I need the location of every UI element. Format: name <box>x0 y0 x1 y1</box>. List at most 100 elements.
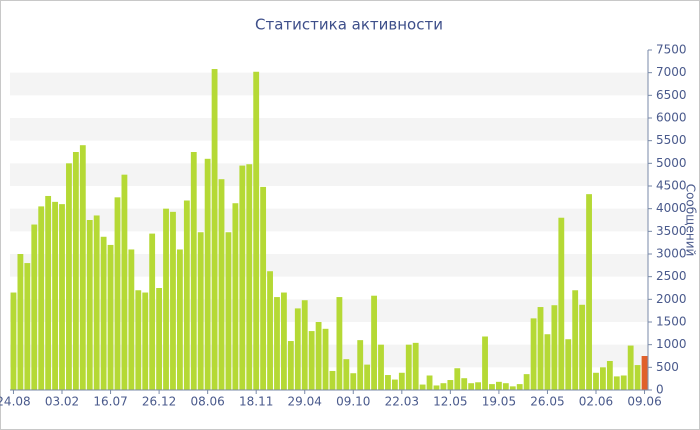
bar <box>31 224 38 390</box>
bar <box>461 378 468 390</box>
bar <box>100 236 107 390</box>
bar <box>204 158 211 390</box>
bar <box>17 254 24 390</box>
chart-title: Статистика активности <box>255 16 443 34</box>
bar <box>225 232 232 390</box>
bar <box>114 197 121 390</box>
bar <box>509 386 516 390</box>
grid-band <box>10 163 648 186</box>
bar <box>558 217 565 390</box>
bar <box>170 211 176 390</box>
bar <box>641 356 648 390</box>
bar <box>391 379 398 390</box>
bar <box>10 292 17 390</box>
y-tick-label: 2500 <box>656 269 687 283</box>
y-tick-label: 7500 <box>656 43 687 57</box>
bar <box>468 383 475 390</box>
bar <box>176 249 183 390</box>
bar <box>246 164 253 390</box>
bar <box>239 165 246 390</box>
bar <box>156 288 163 390</box>
bar <box>551 305 558 390</box>
bar <box>502 383 509 390</box>
bar <box>45 195 52 390</box>
bar <box>260 186 267 390</box>
grid-band <box>10 118 648 141</box>
bar <box>600 367 606 390</box>
bar <box>287 341 294 390</box>
bar <box>544 334 551 390</box>
bar <box>322 328 329 390</box>
y-tick-label: 7000 <box>656 65 687 79</box>
bar <box>627 345 634 390</box>
bar <box>329 370 336 390</box>
bar <box>197 232 204 390</box>
x-tick-label: 18.11 <box>239 395 273 409</box>
bar <box>454 368 461 390</box>
bar <box>38 206 45 390</box>
bar <box>620 375 627 390</box>
y-tick-label: 5500 <box>656 133 687 147</box>
y-tick-label: 2000 <box>656 292 687 306</box>
x-tick-label: 02.06 <box>579 395 613 409</box>
bar <box>308 331 315 390</box>
bar <box>378 344 384 390</box>
bar <box>516 384 523 390</box>
bar <box>59 204 65 390</box>
bar <box>24 263 31 390</box>
bar <box>489 384 495 390</box>
bar <box>121 174 128 390</box>
grid-band <box>10 299 648 322</box>
y-tick-label: 4500 <box>656 179 687 193</box>
bar <box>426 375 433 390</box>
bar <box>301 300 308 390</box>
bar <box>357 340 364 390</box>
x-tick-label: 08.06 <box>190 395 224 409</box>
bar <box>190 152 197 390</box>
grid-band <box>10 208 648 232</box>
bar <box>66 163 72 390</box>
bar <box>537 307 544 390</box>
x-tick-label: 26.12 <box>142 395 176 409</box>
bar <box>440 383 447 390</box>
bar <box>315 322 322 390</box>
bar <box>343 359 350 390</box>
x-tick-label: 26.05 <box>530 395 564 409</box>
y-tick-label: 6500 <box>656 88 687 102</box>
bar <box>294 308 301 390</box>
bar <box>371 295 377 390</box>
bar <box>398 372 405 390</box>
bar <box>135 290 142 390</box>
bar <box>336 297 343 390</box>
y-tick-label: 1500 <box>656 315 687 329</box>
x-tick-label: 12.05 <box>433 395 467 409</box>
bar <box>93 215 100 390</box>
x-tick-label: 29.04 <box>288 395 322 409</box>
x-tick-label: 19.05 <box>482 395 516 409</box>
bar <box>593 372 599 390</box>
bar <box>253 71 260 390</box>
y-axis-title: Сообщений <box>684 184 698 257</box>
bar <box>523 374 530 390</box>
x-tick-label: 24.08 <box>0 395 31 409</box>
bar <box>606 360 613 390</box>
grid-band <box>10 254 648 277</box>
y-tick-label: 3500 <box>656 224 687 238</box>
bar <box>52 201 58 390</box>
bar <box>86 220 93 390</box>
x-tick-label: 09.10 <box>336 395 370 409</box>
bar <box>232 203 239 390</box>
bar <box>211 69 218 390</box>
bar <box>482 336 488 390</box>
y-tick-label: 5000 <box>656 156 687 170</box>
y-tick-label: 1000 <box>656 337 687 351</box>
x-tick-label: 22.03 <box>385 395 419 409</box>
bar <box>274 297 280 390</box>
bar <box>72 152 79 390</box>
grid-band <box>10 344 648 368</box>
bar <box>530 318 537 390</box>
bar <box>586 194 592 390</box>
x-tick-label: 03.02 <box>45 395 79 409</box>
bar <box>447 380 454 390</box>
